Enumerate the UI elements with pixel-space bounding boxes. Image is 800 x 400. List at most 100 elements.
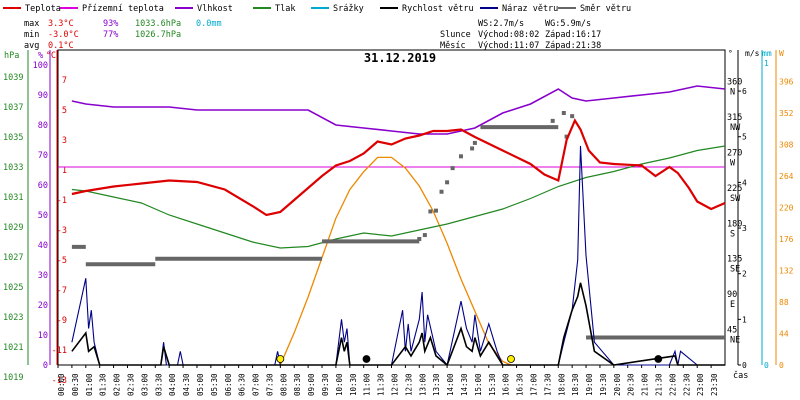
min-hum: 77% <box>103 30 118 40</box>
time-tick: 09:00 <box>307 373 316 396</box>
hpa-tick: 1029 <box>3 223 23 233</box>
time-tick: 00:00 <box>57 373 66 396</box>
wind-gust-line <box>71 145 725 367</box>
time-tick: 16:00 <box>502 373 511 396</box>
pct-tick: 10 <box>38 331 48 341</box>
hpa-tick: 1023 <box>3 313 23 323</box>
time-tick: 19:30 <box>599 373 608 396</box>
time-tick: 00:30 <box>71 373 80 396</box>
time-tick: 13:00 <box>418 373 427 396</box>
time-tick: 11:00 <box>363 373 372 396</box>
time-tick: 02:30 <box>126 373 135 396</box>
temp-tick: -7 <box>57 286 67 296</box>
time-tick: 18:00 <box>557 373 566 396</box>
hpa-unit: hPa <box>4 51 19 61</box>
time-tick: 08:00 <box>279 373 288 396</box>
w-tick: 0 <box>779 361 784 370</box>
legend-label-6: Náraz větru <box>502 4 558 14</box>
legend-label-4: Srážky <box>333 4 364 14</box>
max-temp: 3.3°C <box>48 19 74 29</box>
dir-label: N <box>730 88 735 98</box>
time-tick: 06:30 <box>238 373 247 396</box>
pct-tick: 90 <box>38 91 48 101</box>
time-tick: 12:30 <box>404 373 413 396</box>
hpa-tick: 1033 <box>3 163 23 173</box>
time-tick: 04:30 <box>182 373 191 396</box>
ms-tick: 4 <box>742 178 747 187</box>
w-tick: 176 <box>779 235 794 244</box>
wind-direction-point <box>428 209 433 214</box>
time-tick: 10:00 <box>335 373 344 396</box>
chart-date: 31.12.2019 <box>364 51 436 65</box>
hpa-tick: 1037 <box>3 103 23 113</box>
wind-direction-point <box>561 111 566 115</box>
time-tick: 18:30 <box>571 373 580 396</box>
dir-tick: 360 <box>727 78 742 88</box>
solar-radiation-line <box>279 156 512 366</box>
w-tick: 88 <box>779 298 789 307</box>
dir-tick: 45 <box>727 326 737 336</box>
time-tick: 14:00 <box>446 373 455 396</box>
pct-unit: % <box>38 51 43 61</box>
legend-label-1: Přízemní teplota <box>82 4 164 14</box>
temp-tick: 5 <box>62 106 67 116</box>
ms-tick: 2 <box>742 270 747 279</box>
sunrise-marker <box>276 355 285 363</box>
time-tick: 11:30 <box>377 373 386 396</box>
time-tick: 15:30 <box>488 373 497 396</box>
temp-tick: -11 <box>52 346 67 356</box>
time-tick: 13:30 <box>432 373 441 396</box>
temp-tick: -5 <box>57 256 67 266</box>
dir-tick: 315 <box>727 113 742 123</box>
ms-tick: 0 <box>742 361 747 370</box>
max-label: max <box>24 19 39 29</box>
wind-direction-point <box>433 208 438 213</box>
sunset-marker <box>507 355 515 363</box>
mm-tick-top: 1 <box>764 59 769 68</box>
time-tick: 03:00 <box>140 373 149 396</box>
time-tick: 23:30 <box>710 373 719 396</box>
temperature-line <box>71 118 726 217</box>
ms-unit: m/s <box>745 49 760 58</box>
w-tick: 220 <box>779 204 794 213</box>
humidity-line <box>71 85 726 135</box>
wind-direction-point <box>570 114 575 119</box>
w-tick: 396 <box>779 78 794 87</box>
dir-tick: 180 <box>727 219 742 229</box>
sun-label: Slunce <box>440 30 471 40</box>
wind-gust-info: WG:5.9m/s <box>545 19 591 29</box>
pct-tick: 80 <box>38 121 48 131</box>
legend-label-3: Tlak <box>275 4 295 14</box>
ms-tick: 1 <box>742 315 747 324</box>
temp-unit: °C <box>46 51 56 61</box>
axes: hPa% °C1039100710379051035803103370110316… <box>3 49 794 386</box>
w-tick: 264 <box>779 172 794 181</box>
time-tick: 07:30 <box>265 373 274 396</box>
dir-tick: 135 <box>727 255 742 265</box>
dir-label: W <box>730 158 736 168</box>
time-axis-label: čas <box>733 370 748 381</box>
legend-label-7: Směr větru <box>580 4 631 14</box>
wind-direction-point <box>470 146 475 151</box>
w-unit: W <box>779 49 784 58</box>
time-tick: 21:00 <box>641 373 650 396</box>
dir-unit: ° <box>728 49 733 58</box>
legend-label-0: Teplota <box>25 4 61 14</box>
avg-temp: 0.1°C <box>48 41 74 51</box>
min-temp: -3.0°C <box>48 30 79 40</box>
time-tick: 15:00 <box>474 373 483 396</box>
dir-tick: 90 <box>727 290 737 300</box>
moonrise-time: Východ:11:07 <box>478 41 539 51</box>
legend-label-5: Rychlost větru <box>402 4 474 14</box>
temp-tick: 3 <box>62 136 67 146</box>
legend-label-2: Vlhkost <box>197 4 233 14</box>
temp-tick: -9 <box>57 316 67 326</box>
time-tick: 20:00 <box>613 373 622 396</box>
hpa-tick: 1035 <box>3 133 23 143</box>
time-tick: 05:00 <box>196 373 205 396</box>
w-tick: 308 <box>779 141 794 150</box>
hpa-tick: 1021 <box>3 343 23 353</box>
wind-speed-line <box>71 282 725 367</box>
pct-tick: 100 <box>33 61 48 71</box>
temp-tick: 1 <box>62 166 67 176</box>
